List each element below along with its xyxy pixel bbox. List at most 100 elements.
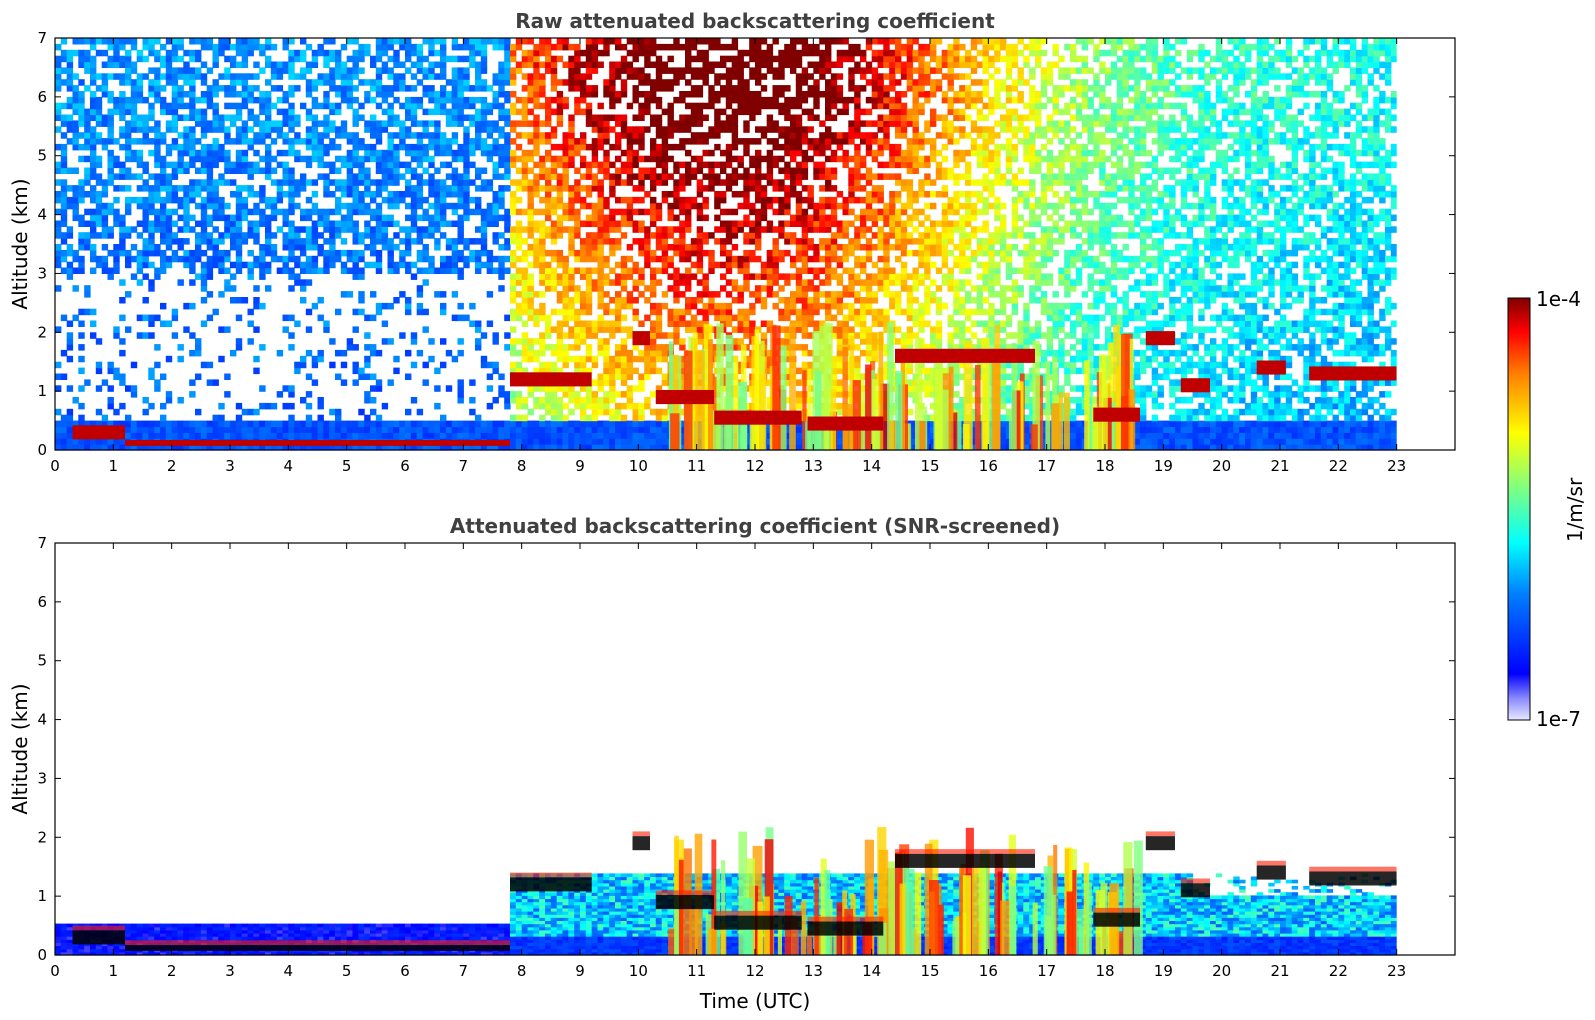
heatmap-cell <box>410 426 418 433</box>
heatmap-cell <box>661 267 669 274</box>
heatmap-cell <box>766 161 774 169</box>
heatmap-cell <box>463 96 470 104</box>
heatmap-cell <box>568 344 575 351</box>
heatmap-cell <box>340 185 348 192</box>
heatmap-cell <box>253 297 260 304</box>
heatmap-cell <box>603 91 610 98</box>
heatmap-cell <box>387 202 394 210</box>
heatmap-cell <box>504 244 511 251</box>
heatmap-cell <box>521 38 529 45</box>
heatmap-cell <box>300 361 307 369</box>
heatmap-cell <box>241 149 249 157</box>
heatmap-cell <box>142 161 149 169</box>
heatmap-cell <box>218 214 225 222</box>
heatmap-cell <box>696 291 704 298</box>
heatmap-cell <box>603 220 610 227</box>
heatmap-cell <box>311 202 319 210</box>
heatmap-cell <box>340 67 348 74</box>
heatmap-cell <box>527 432 534 439</box>
heatmap-cell <box>405 126 412 133</box>
heatmap-cell <box>60 249 68 257</box>
heatmap-cell <box>527 232 534 239</box>
heatmap-cell <box>702 185 709 192</box>
heatmap-cell <box>346 202 354 210</box>
heatmap-cell <box>591 85 599 92</box>
heatmap-cell <box>276 120 284 127</box>
heatmap-cell <box>200 79 208 86</box>
heatmap-cell <box>253 426 260 433</box>
heatmap-cell <box>171 208 179 216</box>
heatmap-cell <box>195 120 202 127</box>
heatmap-cell <box>731 96 739 104</box>
heatmap-cell <box>95 38 103 45</box>
heatmap-cell <box>177 202 184 210</box>
heatmap-cell <box>416 96 424 104</box>
heatmap-cell <box>620 402 628 410</box>
heatmap-cell <box>550 173 558 180</box>
heatmap-cell <box>305 214 313 222</box>
heatmap-cell <box>539 208 546 216</box>
heatmap-cell <box>772 208 779 216</box>
heatmap-cell <box>119 114 126 121</box>
heatmap-cell <box>265 61 272 68</box>
heatmap-cell <box>405 444 412 451</box>
heatmap-cell <box>282 67 289 74</box>
heatmap-cell <box>696 279 704 286</box>
heatmap-cell <box>585 238 593 245</box>
heatmap-cell <box>527 202 534 210</box>
heatmap-cell <box>685 102 692 110</box>
heatmap-cell <box>504 114 511 121</box>
heatmap-cell <box>212 108 219 116</box>
heatmap-cell <box>556 91 564 98</box>
heatmap-cell <box>434 291 441 298</box>
heatmap-cell <box>766 196 774 204</box>
heatmap-cell <box>696 332 704 339</box>
heatmap-cell <box>416 149 424 157</box>
heatmap-cell <box>405 267 412 274</box>
heatmap-cell <box>55 373 62 380</box>
heatmap-cell <box>405 179 412 186</box>
heatmap-cell <box>451 432 459 439</box>
heatmap-cell <box>498 391 505 398</box>
heatmap-cell <box>434 208 441 216</box>
heatmap-cell <box>580 402 587 410</box>
heatmap-cell <box>568 185 575 192</box>
heatmap-cell <box>521 185 529 192</box>
heatmap-cell <box>142 126 149 133</box>
heatmap-cell <box>259 302 266 310</box>
heatmap-cell <box>533 132 540 139</box>
heatmap-cell <box>661 61 669 68</box>
heatmap-cell <box>603 49 610 57</box>
heatmap-cell <box>463 43 470 51</box>
heatmap-cell <box>655 355 663 363</box>
heatmap-cell <box>195 444 202 451</box>
heatmap-cell <box>90 332 97 339</box>
heatmap-cell <box>772 238 779 245</box>
heatmap-cell <box>294 149 301 157</box>
heatmap-cell <box>714 214 721 222</box>
heatmap-cell <box>235 167 243 174</box>
heatmap-cell <box>685 149 692 157</box>
heatmap-cell <box>340 79 348 86</box>
heatmap-cell <box>107 149 114 157</box>
heatmap-cell <box>457 143 464 151</box>
heatmap-cell <box>317 267 324 274</box>
heatmap-cell <box>428 432 435 439</box>
heatmap-cell <box>480 49 488 57</box>
heatmap-cell <box>335 408 342 416</box>
heatmap-cell <box>475 238 482 245</box>
heatmap-cell <box>410 238 418 245</box>
heatmap-cell <box>259 108 266 116</box>
heatmap-cell <box>148 79 155 86</box>
heatmap-cell <box>247 420 254 428</box>
heatmap-cell <box>696 226 704 233</box>
heatmap-cell <box>626 208 634 216</box>
heatmap-cell <box>591 244 599 251</box>
heatmap-cell <box>591 355 599 363</box>
heatmap-cell <box>434 244 441 251</box>
heatmap-cell <box>323 114 330 121</box>
heatmap-cell <box>445 108 453 116</box>
heatmap-cell <box>504 132 511 139</box>
heatmap-cell <box>352 120 359 127</box>
heatmap-cell <box>294 226 301 233</box>
